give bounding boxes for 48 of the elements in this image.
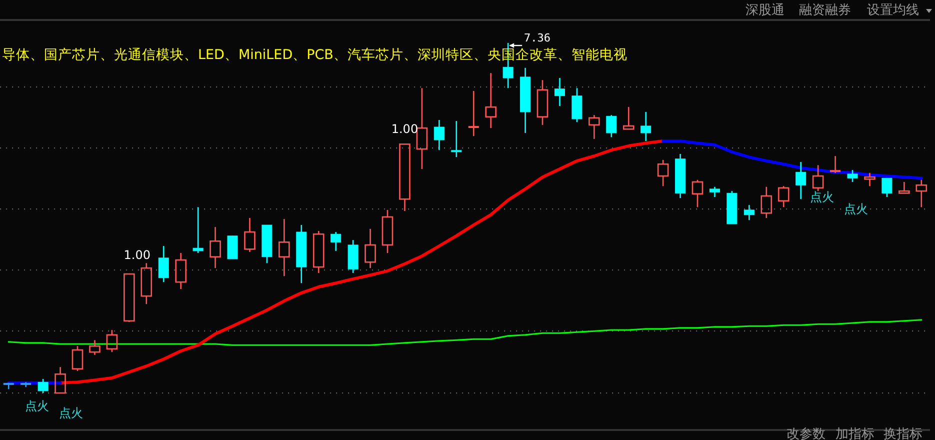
- candlestick: [709, 186, 720, 198]
- candlestick: [54, 366, 66, 394]
- annotation: 点火: [810, 190, 834, 204]
- candlestick: [554, 77, 565, 107]
- candlestick: [485, 72, 496, 129]
- candlestick: [640, 111, 652, 142]
- candlestick: [330, 231, 342, 252]
- candlestick: [175, 252, 186, 290]
- candlestick: [916, 179, 928, 208]
- annotation: 加指标: [836, 427, 874, 440]
- candlestick: [312, 230, 324, 274]
- annotation: 1.00: [391, 122, 418, 136]
- candlestick: [622, 106, 634, 130]
- candlestick: [588, 114, 600, 140]
- annotation: 融资融券: [799, 3, 851, 18]
- candlestick: [847, 169, 858, 183]
- candlestick: [158, 245, 169, 283]
- candlestick: [227, 235, 238, 260]
- candlestick: [572, 88, 582, 123]
- candlestick: [278, 218, 290, 277]
- candlestick: [140, 262, 152, 305]
- candlestick: [760, 186, 772, 219]
- annotation: 1.00: [124, 248, 151, 262]
- candlestick: [898, 181, 910, 194]
- candlestick: [210, 226, 221, 269]
- annotation: 7.36: [524, 32, 551, 44]
- candlestick: [744, 204, 754, 221]
- candlestick: [416, 88, 428, 170]
- candlestick: [434, 119, 444, 151]
- annotation: 点火: [59, 406, 83, 420]
- candlestick: [38, 378, 48, 394]
- candlestick: [606, 114, 617, 138]
- candlestick: [399, 144, 410, 212]
- candlestick: [451, 120, 462, 158]
- candlestick: [468, 90, 479, 137]
- candlestick: [89, 340, 100, 356]
- candlestick: [864, 172, 876, 187]
- annotation: 设置均线: [867, 3, 919, 18]
- candlestick: [364, 228, 376, 269]
- candlestick: [882, 177, 892, 198]
- candlestick: [830, 155, 841, 174]
- annotation: 改参数: [786, 427, 826, 440]
- annotation: 点火: [844, 202, 868, 216]
- annotation: 深股通: [746, 3, 784, 18]
- candlestick: [192, 206, 204, 254]
- annotation: 换指标: [884, 427, 922, 440]
- candlestick: [796, 161, 806, 200]
- annotation: 点火: [25, 399, 49, 413]
